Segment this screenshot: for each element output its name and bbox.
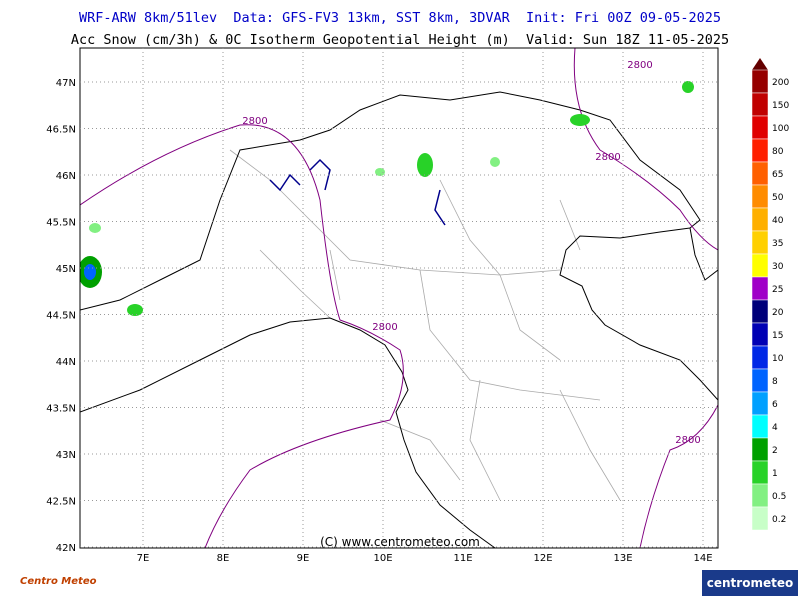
legend-top [752, 58, 768, 70]
header-line2: Acc Snow (cm/3h) & 0C Isotherm Geopotent… [70, 32, 730, 48]
legend-box [751, 161, 769, 186]
legend-label: 25 [772, 285, 783, 295]
legend-label: 4 [772, 423, 778, 433]
lon-label: 10E [373, 553, 392, 564]
lat-label: 46.5N [46, 125, 76, 136]
legend-box [751, 230, 769, 255]
legend-label: 15 [772, 331, 783, 341]
legend-label: 0.5 [772, 492, 786, 502]
legend-box [751, 460, 769, 485]
isotherm-contours [80, 48, 718, 548]
legend-box [751, 207, 769, 232]
legend-box [751, 506, 769, 531]
legend-label: 40 [772, 216, 784, 226]
lat-label: 47N [56, 78, 76, 89]
legend-box [751, 253, 769, 278]
legend-label: 50 [772, 193, 784, 203]
legend-box [751, 138, 769, 163]
lat-label: 42N [56, 543, 76, 554]
legend-box [751, 483, 769, 508]
legend-box [751, 322, 769, 347]
legend-label: 150 [772, 101, 789, 111]
legend-label: 200 [772, 78, 789, 88]
contour-label: 2800 [675, 435, 700, 446]
legend-box [751, 368, 769, 393]
lat-label: 43.5N [46, 404, 76, 415]
lon-label: 7E [137, 553, 150, 564]
header-line1: WRF-ARW 8km/51lev Data: GFS-FV3 13km, SS… [78, 10, 722, 26]
map-layer [80, 48, 718, 548]
lat-label: 42.5N [46, 497, 76, 508]
lat-label: 45.5N [46, 218, 76, 229]
contour-label: 2800 [595, 152, 620, 163]
lat-label: 45N [56, 264, 76, 275]
lon-label: 13E [613, 553, 632, 564]
legend-label: 30 [772, 262, 784, 272]
contour-label: 2800 [372, 322, 397, 333]
legend-label: 8 [772, 377, 778, 387]
lat-label: 44.5N [46, 311, 76, 322]
copyright: (C) www.centrometeo.com [320, 535, 480, 549]
lakes [269, 158, 446, 226]
legend-label: 100 [772, 124, 789, 134]
legend-box [751, 414, 769, 439]
legend-label: 2 [772, 446, 778, 456]
legend-label: 35 [772, 239, 783, 249]
region-borders [229, 149, 621, 501]
legend-box [751, 69, 769, 94]
left-logo: Centro Meteo Aquesio [20, 576, 97, 587]
legend-label: 0.2 [772, 515, 786, 525]
legend-label: 80 [772, 147, 784, 157]
snow-areas [80, 81, 694, 316]
legend-label: 10 [772, 354, 784, 364]
map-frame [79, 47, 719, 549]
legend-label: 65 [772, 170, 783, 180]
lat-label: 43N [56, 450, 76, 461]
lon-label: 12E [533, 553, 552, 564]
lon-label: 11E [453, 553, 472, 564]
legend-box [751, 115, 769, 140]
legend-label: 1 [772, 469, 778, 479]
legend-box [751, 299, 769, 324]
legend-box [751, 276, 769, 301]
lon-label: 14E [693, 553, 712, 564]
contour-label: 2800 [627, 60, 652, 71]
lat-label: 44N [56, 357, 76, 368]
legend-label: 6 [772, 400, 778, 410]
lon-label: 9E [297, 553, 310, 564]
legend-box [751, 92, 769, 117]
coastlines [80, 91, 718, 548]
lon-label: 8E [217, 553, 230, 564]
legend-label: 20 [772, 308, 784, 318]
lat-label: 46N [56, 171, 76, 182]
legend-box [751, 391, 769, 416]
contour-label: 2800 [242, 116, 267, 127]
legend-box [751, 437, 769, 462]
legend-box [751, 345, 769, 370]
legend-box [751, 184, 769, 209]
right-logo: centrometeo [702, 570, 798, 596]
